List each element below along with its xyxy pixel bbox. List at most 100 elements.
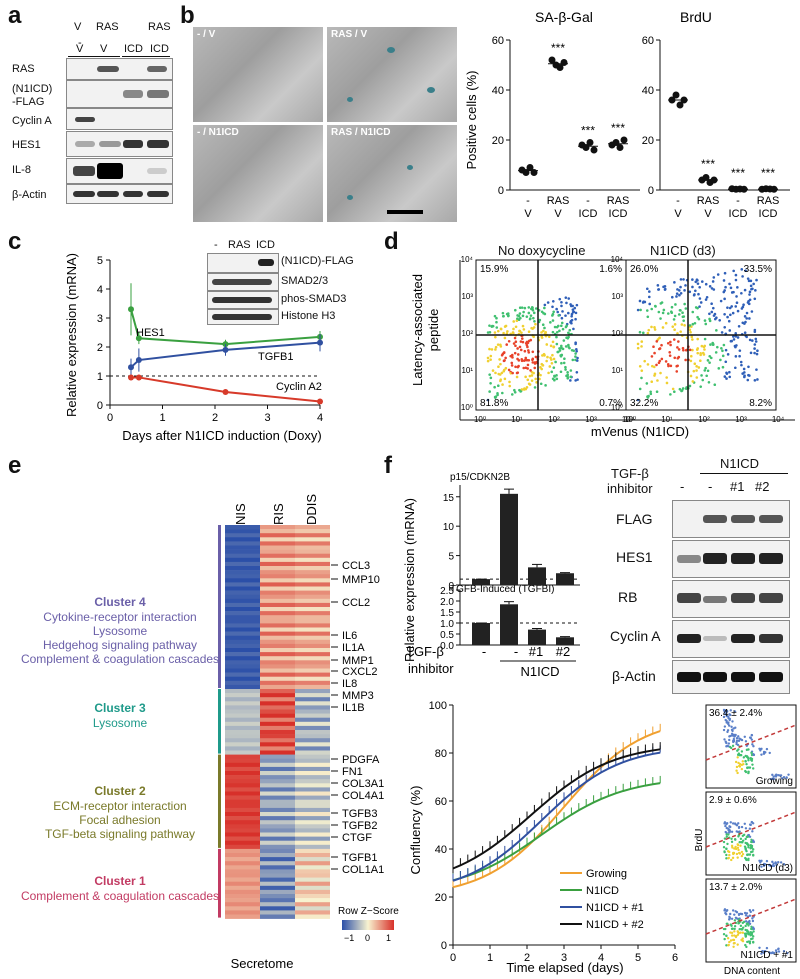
data-point [612, 139, 620, 146]
event-dot [575, 370, 579, 374]
event-dot [527, 330, 531, 334]
event-dot [724, 927, 727, 931]
cluster-term: Lysosome [93, 624, 148, 638]
f-ylabel: Relative expression (mRNA) [402, 498, 417, 662]
event-dot [734, 355, 738, 358]
event-dot [641, 301, 645, 304]
event-dot [527, 351, 531, 354]
cluster-term: Hedgehog signaling pathway [43, 638, 197, 652]
event-dot [758, 946, 761, 950]
heat-cell [295, 525, 330, 530]
event-dot [672, 318, 676, 321]
event-dot [746, 378, 750, 382]
event-dot [688, 384, 692, 388]
event-dot [765, 747, 769, 751]
heat-cell [295, 693, 330, 698]
event-dot [733, 930, 736, 933]
heat-cell [260, 684, 295, 690]
heat-cell [260, 902, 295, 907]
x-label: RAS [607, 195, 630, 207]
event-dot [735, 295, 738, 298]
event-dot [539, 366, 542, 369]
event-dot [501, 311, 505, 315]
heat-cell [295, 910, 330, 915]
event-dot [739, 844, 742, 847]
d-title-right: N1ICD (d3) [650, 243, 716, 258]
event-dot [727, 715, 730, 718]
heat-cell [295, 824, 330, 829]
event-dot [724, 285, 727, 289]
event-dot [725, 934, 728, 938]
data-point [710, 176, 718, 184]
event-dot [531, 350, 535, 354]
event-dot [696, 282, 700, 285]
heat-cell [225, 717, 260, 723]
sig-label: *** [731, 166, 745, 180]
gene-label: COL4A1 [342, 790, 384, 802]
event-dot [720, 347, 723, 350]
event-dot [502, 314, 505, 318]
y-tick-label: 60 [435, 796, 447, 808]
heat-cell [225, 713, 260, 718]
y-tick-label: 10 [443, 522, 455, 533]
event-dot [752, 282, 755, 286]
event-dot [730, 305, 734, 308]
event-dot [751, 287, 754, 291]
x-label: V [524, 208, 532, 220]
event-dot [549, 321, 552, 324]
event-dot [646, 287, 649, 291]
y-tick-label: 0 [441, 940, 447, 952]
heat-cell [225, 549, 260, 554]
a-row-actin: β-Actin [12, 189, 47, 201]
event-dot [748, 766, 752, 769]
event-dot [650, 380, 654, 384]
event-dot [747, 932, 751, 936]
heat-cell [260, 598, 295, 604]
data-point [672, 91, 680, 99]
heat-cell [260, 910, 295, 915]
heat-cell [260, 648, 295, 653]
legend-label: N1ICD + #1 [586, 902, 644, 914]
gene-label: COL3A1 [342, 778, 384, 790]
event-dot [689, 354, 693, 358]
f-blot-actin [672, 660, 790, 694]
gene-label: MMP10 [342, 574, 380, 586]
heat-cell [225, 570, 260, 575]
d-title-left: No doxycycline [498, 243, 586, 258]
x-tick-label: 2 [212, 412, 218, 424]
event-dot [564, 368, 567, 371]
event-dot [527, 306, 531, 309]
quadrant-value: 0.7% [599, 398, 622, 409]
event-dot [496, 391, 499, 395]
event-dot [728, 375, 732, 379]
event-dot [516, 371, 520, 374]
cluster-term: Lysosome [93, 716, 148, 730]
a-blot-cyclina [66, 108, 173, 130]
heat-cell [260, 877, 295, 882]
event-dot [724, 712, 727, 716]
event-dot [650, 355, 654, 358]
event-dot [520, 337, 524, 340]
heat-cell [295, 742, 330, 747]
event-dot [761, 949, 764, 953]
event-dot [533, 366, 537, 370]
event-dot [571, 308, 575, 311]
event-dot [694, 280, 698, 284]
event-dot [695, 376, 699, 379]
heat-cell [225, 812, 260, 817]
event-dot [749, 847, 752, 850]
event-dot [742, 367, 746, 371]
heat-cell [260, 570, 295, 575]
event-dot [734, 278, 738, 282]
heat-cell [295, 832, 330, 837]
data-point [770, 185, 778, 193]
heat-cell [260, 803, 295, 809]
heat-cell [295, 885, 330, 891]
heat-cell [225, 590, 260, 595]
e-col-ris: RIS [271, 503, 286, 525]
event-dot [566, 371, 569, 374]
event-dot [549, 344, 553, 348]
heat-cell [260, 889, 295, 895]
event-dot [723, 297, 726, 301]
event-dot [572, 349, 576, 352]
